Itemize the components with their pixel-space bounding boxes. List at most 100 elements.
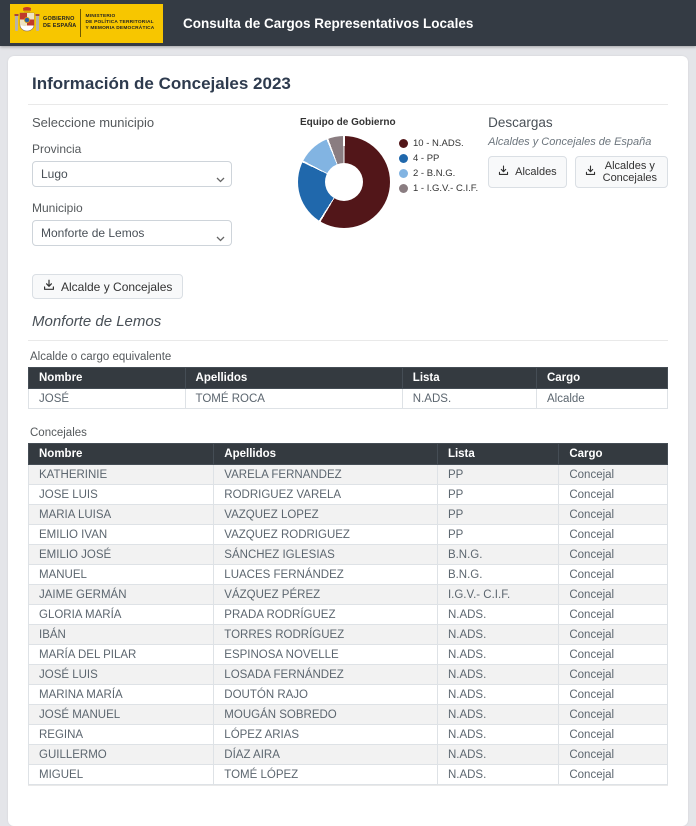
- descargas-subtitle: Alcaldes y Concejales de España: [488, 136, 652, 148]
- table-cell: MARIA LUISA: [27, 504, 215, 525]
- descargas-title: Descargas: [488, 115, 553, 130]
- table-cell: VÁZQUEZ PÉREZ: [213, 584, 438, 605]
- table-cell: LUACES FERNÁNDEZ: [213, 564, 438, 585]
- legend-label: 10 - N.ADS.: [413, 138, 464, 149]
- table-row: MARIA LUISA VAZQUEZ LOPEZ PP Concejal: [27, 504, 668, 525]
- table-cell: MARÍA DEL PILAR: [27, 644, 215, 665]
- download-alcalde-concejales-button[interactable]: Alcalde y Concejales: [32, 274, 184, 299]
- logo-divider: [80, 9, 82, 37]
- table-row: EMILIO JOSÉ SÁNCHEZ IGLESIAS B.N.G. Conceja…: [27, 544, 668, 565]
- table-cell: KATHERINIE: [27, 464, 215, 485]
- column-header: Apellidos: [184, 367, 403, 389]
- table-cell: Concejal: [558, 724, 668, 745]
- table-cell: IBÁN: [27, 624, 215, 645]
- municipio-select[interactable]: Monforte de Lemos: [32, 220, 232, 246]
- column-header: Apellidos: [213, 443, 438, 465]
- table-cell: MOUGÁN SOBREDO: [213, 704, 438, 725]
- divider: [28, 785, 668, 786]
- gobierno-text: GOBIERNO DE ESPAÑA: [43, 16, 77, 29]
- provincia-select-wrap: Lugo: [32, 161, 232, 187]
- legend-dot-icon: [399, 154, 408, 163]
- table-row: JOSÉ MANUEL MOUGÁN SOBREDO N.ADS. Concejal: [27, 704, 668, 725]
- table-cell: N.ADS.: [436, 744, 560, 765]
- municipio-select-wrap: Monforte de Lemos: [32, 220, 232, 246]
- legend-dot-icon: [399, 139, 408, 148]
- table-row: MARÍA DEL PILAR ESPINOSA NOVELLE N.ADS. Con…: [27, 644, 668, 665]
- table-cell: Concejal: [558, 464, 668, 485]
- table-cell: REGINA: [27, 724, 215, 745]
- ministerio-text: MINISTERIO DE POLÍTICA TERRITORIAL Y MEM…: [85, 13, 155, 32]
- table-cell: EMILIO JOSÉ: [27, 544, 215, 565]
- table-cell: VAZQUEZ LOPEZ: [213, 504, 438, 525]
- table-header-row: Nombre Apellidos Lista Cargo: [27, 443, 668, 465]
- table-cell: Concejal: [558, 564, 668, 585]
- download-alcaldes-concejales-button[interactable]: Alcaldes y Concejales: [574, 156, 668, 188]
- table-row: MANUEL LUACES FERNÁNDEZ B.N.G. Concejal: [27, 564, 668, 585]
- table-cell: N.ADS.: [401, 388, 537, 409]
- legend-item: 4 - PP: [399, 153, 478, 164]
- table-row: EMILIO IVAN VAZQUEZ RODRIGUEZ PP Concejal: [27, 524, 668, 545]
- table-header-row: Nombre Apellidos Lista Cargo: [28, 367, 669, 389]
- table-cell: B.N.G.: [436, 544, 560, 565]
- descargas-section: Descargas Alcaldes y Concejales de Españ…: [488, 115, 668, 299]
- municipio-label: Municipio: [32, 201, 83, 215]
- table-cell: Concejal: [558, 684, 668, 705]
- table-cell: N.ADS.: [436, 764, 560, 785]
- table-cell: Alcalde: [535, 388, 669, 409]
- table-cell: MIGUEL: [27, 764, 215, 785]
- column-header: Cargo: [558, 443, 668, 465]
- table-cell: PP: [436, 484, 560, 505]
- download-alcaldes-button[interactable]: Alcaldes: [488, 156, 567, 188]
- table-cell: Concejal: [558, 644, 668, 665]
- column-header: Nombre: [28, 367, 186, 389]
- spain-coat-of-arms-icon: [14, 6, 40, 41]
- table-cell: N.ADS.: [436, 724, 560, 745]
- table-cell: PP: [436, 524, 560, 545]
- table-cell: N.ADS.: [436, 604, 560, 625]
- chart-legend: 10 - N.ADS. 4 - PP 2 - B.N.G. 1 - I.G.V.- C…: [399, 138, 478, 198]
- select-section-label: Seleccione municipio: [32, 115, 155, 130]
- divider: [28, 340, 668, 341]
- table-cell: B.N.G.: [436, 564, 560, 585]
- table-row: JOSÉ LUIS LOSADA FERNÁNDEZ N.ADS. Concejal: [27, 664, 668, 685]
- table-cell: Concejal: [558, 624, 668, 645]
- provincia-select[interactable]: Lugo: [32, 161, 232, 187]
- legend-label: 2 - B.N.G.: [413, 168, 456, 179]
- table-cell: Concejal: [558, 524, 668, 545]
- table-row: MARINA MARÍA DOUTÓN RAJO N.ADS. Concejal: [27, 684, 668, 705]
- table-cell: LOSADA FERNÁNDEZ: [213, 664, 438, 685]
- table-cell: Concejal: [558, 484, 668, 505]
- table-cell: PRADA RODRÍGUEZ: [213, 604, 438, 625]
- download-icon: [585, 165, 596, 179]
- table-cell: Concejal: [558, 604, 668, 625]
- table-row: IBÁN TORRES RODRÍGUEZ N.ADS. Concejal: [27, 624, 668, 645]
- column-header: Lista: [436, 443, 560, 465]
- table-cell: N.ADS.: [436, 704, 560, 725]
- table-cell: TOMÉ ROCA: [184, 388, 403, 409]
- table-cell: MANUEL: [27, 564, 215, 585]
- legend-dot-icon: [399, 184, 408, 193]
- table-row: JOSE LUIS RODRIGUEZ VARELA PP Concejal: [27, 484, 668, 505]
- legend-dot-icon: [399, 169, 408, 178]
- table-cell: PP: [436, 504, 560, 525]
- concejales-table: Nombre Apellidos Lista Cargo KATHERINIE VARE…: [27, 443, 668, 785]
- column-header: Nombre: [27, 443, 215, 465]
- divider: [28, 104, 668, 105]
- table-cell: Concejal: [558, 584, 668, 605]
- column-header: Cargo: [535, 367, 669, 389]
- table-cell: LÓPEZ ARIAS: [213, 724, 438, 745]
- municipality-name: Monforte de Lemos: [32, 313, 162, 330]
- gobierno-espana-logo[interactable]: GOBIERNO DE ESPAÑA MINISTERIO DE POLÍTIC…: [10, 3, 163, 43]
- alcalde-table: Nombre Apellidos Lista Cargo JOSÉ TOMÉ ROCA N…: [28, 367, 669, 409]
- equipo-gobierno-donut: [298, 136, 390, 228]
- provincia-label: Provincia: [32, 142, 82, 156]
- table-cell: JOSÉ MANUEL: [27, 704, 215, 725]
- table-cell: N.ADS.: [436, 644, 560, 665]
- table-row: JAIME GERMÁN VÁZQUEZ PÉREZ I.G.V.- C.I.F. C…: [27, 584, 668, 605]
- table-cell: PP: [436, 464, 560, 485]
- table-cell: RODRIGUEZ VARELA: [213, 484, 438, 505]
- table-cell: JAIME GERMÁN: [27, 584, 215, 605]
- table-row: GUILLERMO DÍAZ AIRA N.ADS. Concejal: [27, 744, 668, 765]
- selection-row: Seleccione municipio Provincia Lugo Muni…: [32, 115, 668, 299]
- table-cell: DOUTÓN RAJO: [213, 684, 438, 705]
